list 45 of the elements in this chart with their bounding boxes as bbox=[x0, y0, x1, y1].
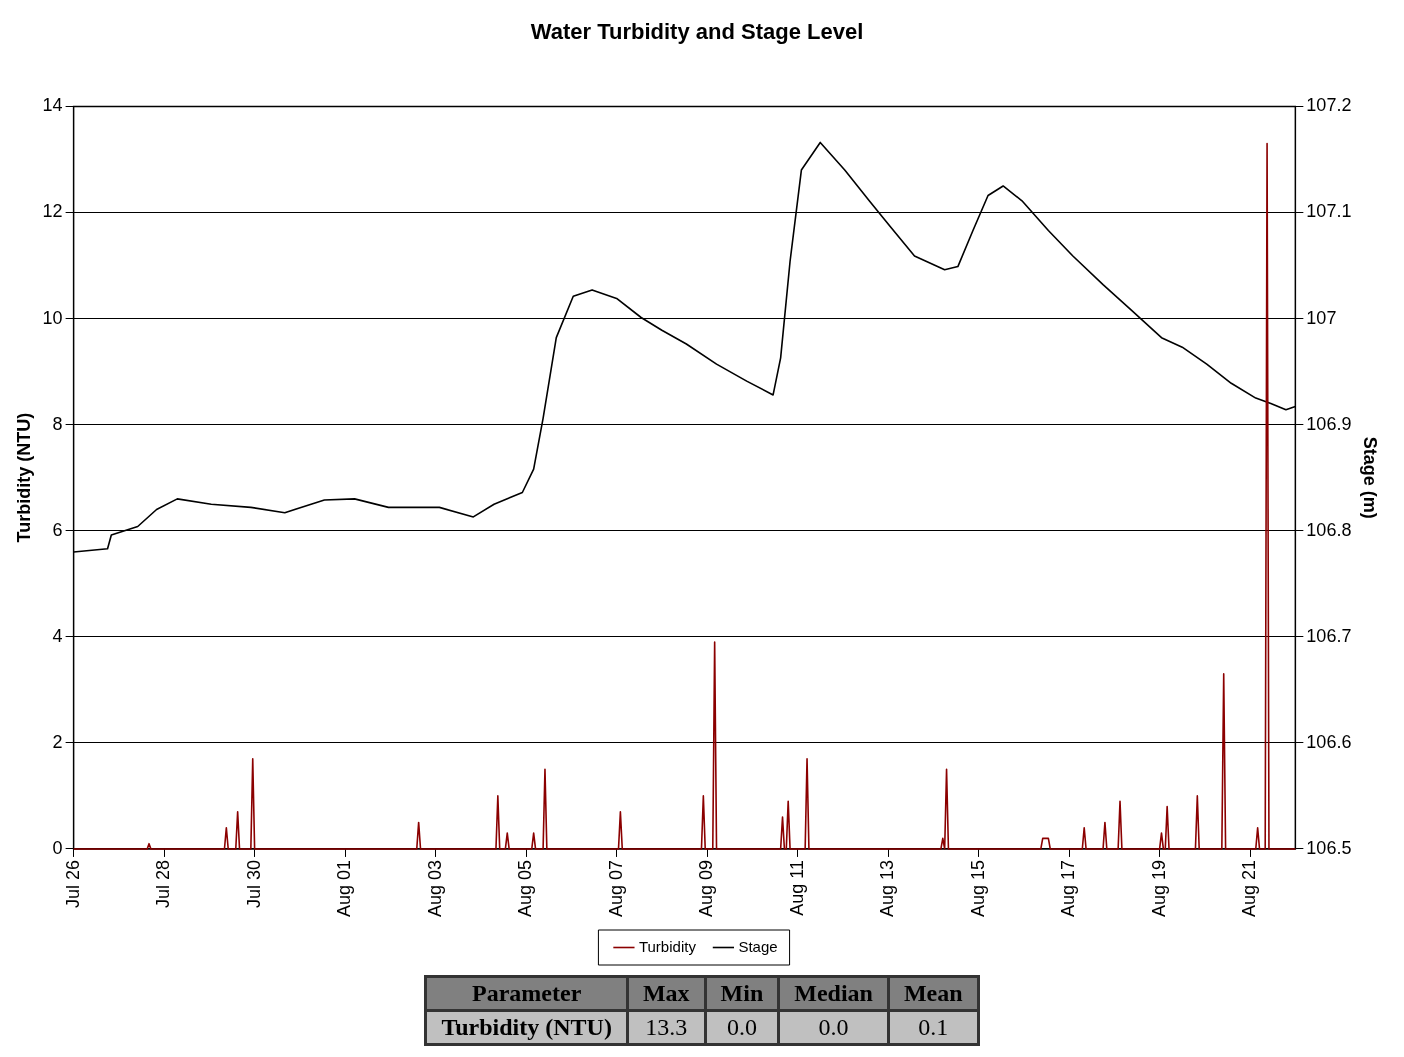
y-axis-title: Turbidity (NTU) bbox=[13, 412, 34, 543]
legend-label: Turbidity bbox=[638, 937, 697, 955]
y2-tick-label: 106.7 bbox=[1306, 625, 1352, 646]
y2-tick-label: 106.5 bbox=[1306, 837, 1352, 858]
x-tick-label: Aug 11 bbox=[786, 859, 807, 916]
x-tick-label: Aug 07 bbox=[605, 859, 626, 918]
x-tick-label: Jul 28 bbox=[153, 859, 174, 908]
text: 0.1 bbox=[888, 1010, 979, 1045]
x-tick-label: Aug 01 bbox=[334, 859, 355, 918]
x-tick-label: Aug 21 bbox=[1239, 859, 1260, 918]
y-tick-label: 6 bbox=[52, 519, 63, 540]
x-tick-label: Aug 15 bbox=[967, 859, 988, 918]
x-tick-label: Aug 09 bbox=[696, 859, 717, 918]
y2-tick-label: 107.1 bbox=[1306, 201, 1352, 222]
y-tick-label: 0 bbox=[52, 837, 63, 858]
y-tick-label: 12 bbox=[42, 201, 63, 222]
text: Parameter bbox=[425, 976, 628, 1011]
y-tick-label: 4 bbox=[52, 625, 63, 646]
y2-tick-label: 107.2 bbox=[1306, 95, 1352, 116]
chart-title: Water Turbidity and Stage Level bbox=[530, 19, 864, 45]
x-tick-label: Aug 03 bbox=[424, 859, 445, 918]
x-tick-label: Aug 19 bbox=[1148, 859, 1169, 918]
y2-axis-title: Stage (m) bbox=[1360, 436, 1381, 519]
text: 0.0 bbox=[778, 1010, 889, 1045]
legend-label: Stage bbox=[738, 937, 778, 955]
y-tick-label: 10 bbox=[42, 307, 63, 328]
y-tick-label: 2 bbox=[52, 731, 63, 752]
text: Min bbox=[705, 976, 779, 1011]
x-tick-label: Aug 05 bbox=[515, 859, 536, 918]
text: Mean bbox=[888, 976, 979, 1011]
x-tick-label: Aug 13 bbox=[877, 859, 898, 918]
y-tick-label: 8 bbox=[52, 413, 63, 434]
text: 13.3 bbox=[627, 1010, 706, 1045]
text: 0.0 bbox=[705, 1010, 779, 1045]
y2-tick-label: 106.9 bbox=[1306, 413, 1352, 434]
text: Median bbox=[778, 976, 889, 1011]
y2-tick-label: 106.6 bbox=[1306, 731, 1352, 752]
x-tick-label: Jul 26 bbox=[62, 859, 83, 908]
text: Turbidity (NTU) bbox=[425, 1010, 628, 1045]
y-tick-label: 14 bbox=[42, 95, 63, 116]
y2-tick-label: 106.8 bbox=[1306, 519, 1352, 540]
x-tick-label: Aug 17 bbox=[1058, 859, 1079, 918]
text: Max bbox=[627, 976, 706, 1011]
x-tick-label: Jul 30 bbox=[243, 859, 264, 908]
y2-tick-label: 107 bbox=[1306, 307, 1337, 328]
